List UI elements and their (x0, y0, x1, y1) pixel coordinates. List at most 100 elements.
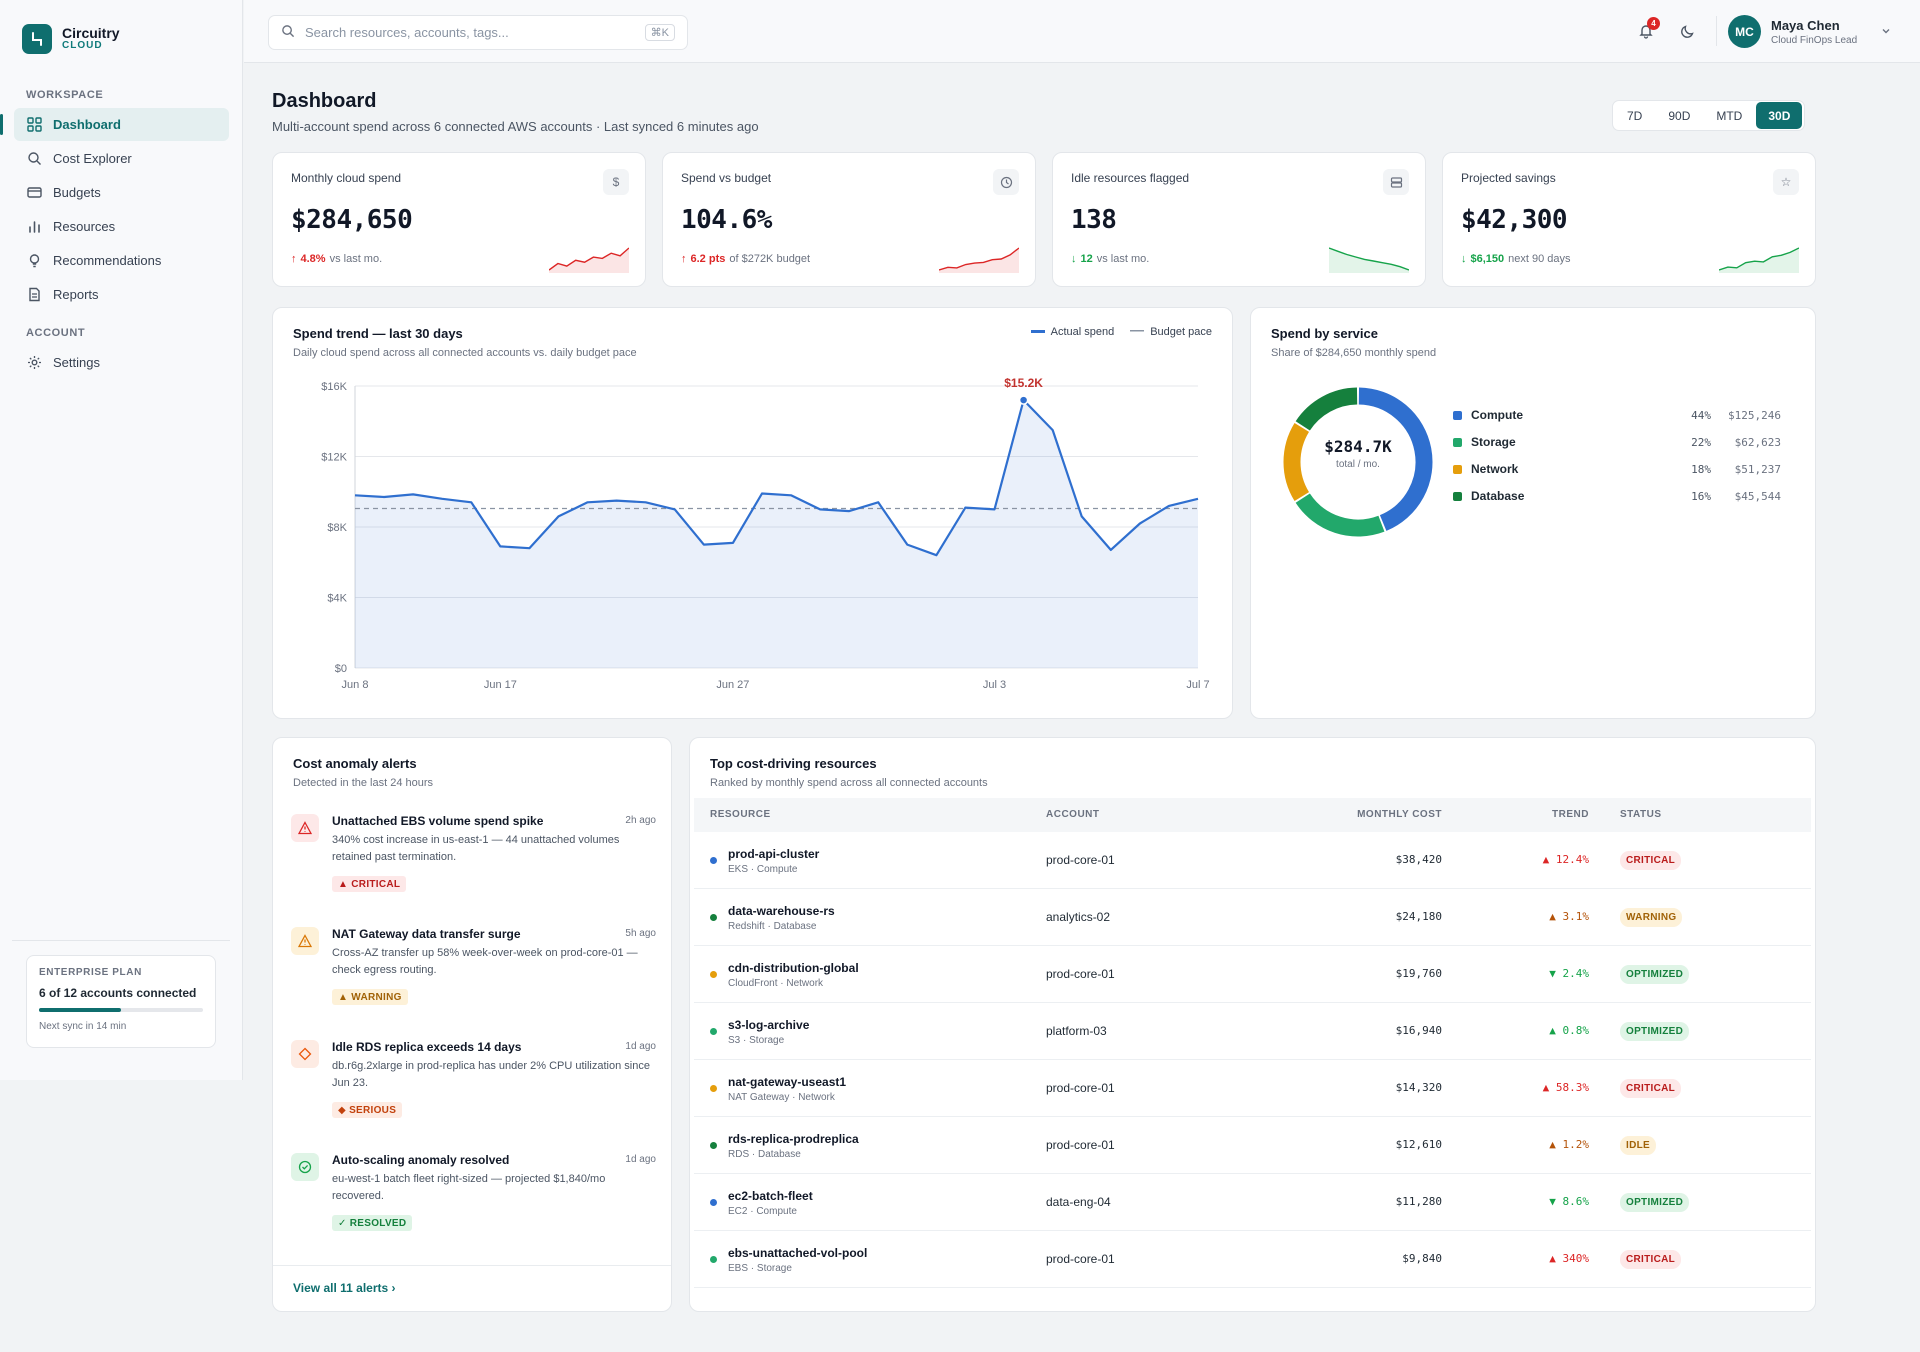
notifications-button[interactable]: 4 (1634, 17, 1660, 44)
table-row[interactable]: ebs-unattached-vol-pool EBS · Storage prod… (694, 1231, 1811, 1288)
alert-tag-warning: ▲ WARNING (332, 989, 408, 1005)
resource-name[interactable]: prod-api-cluster (728, 847, 820, 861)
service-amount: $45,544 (1734, 489, 1781, 503)
alert-item[interactable]: Auto-scaling anomaly resolved 1d ago eu-… (291, 1153, 656, 1253)
table-row[interactable]: prod-api-cluster EKS · Compute prod-core-0… (694, 832, 1811, 889)
resource-account: prod-core-01 (1046, 1252, 1115, 1266)
resource-trend: ▲ 12.4% (1542, 853, 1589, 866)
kpi-card-idle-resources[interactable]: Idle resources flagged 138 ↓ 12 vs last mo… (1052, 152, 1426, 287)
kpi-delta-value: $6,150 (1470, 253, 1505, 265)
sidebar-item-budgets[interactable]: Budgets (14, 176, 229, 209)
resource-dot (710, 914, 717, 921)
resource-name[interactable]: ebs-unattached-vol-pool (728, 1246, 868, 1260)
resource-dot (710, 1256, 717, 1263)
plan-progress-bar (39, 1008, 203, 1012)
alert-body: Cross-AZ transfer up 58% week-over-week … (332, 947, 638, 976)
plan-card[interactable]: ENTERPRISE PLAN 6 of 12 accounts connect… (26, 955, 216, 1048)
server-icon (1383, 169, 1409, 195)
resource-name[interactable]: rds-replica-prodreplica (728, 1132, 859, 1146)
sidebar-item-dashboard[interactable]: Dashboard (0, 108, 229, 141)
resource-type: S3 · Storage (728, 1035, 785, 1046)
peak-label: $15.2K (1004, 376, 1043, 390)
column-header-resource[interactable]: RESOURCE (710, 809, 771, 820)
kpi-sparkline (1329, 247, 1409, 273)
resource-name[interactable]: data-warehouse-rs (728, 904, 835, 918)
sidebar-item-recommendations[interactable]: Recommendations (14, 244, 229, 277)
sidebar-item-resources[interactable]: Resources (14, 210, 229, 243)
status-badge: CRITICAL (1620, 1079, 1682, 1098)
service-donut-chart[interactable] (1273, 377, 1443, 547)
service-amount: $125,246 (1728, 408, 1781, 422)
arrow-up-icon: ↑ (681, 253, 687, 265)
plan-label: ENTERPRISE PLAN (39, 967, 142, 978)
table-row[interactable]: s3-log-archive S3 · Storage platform-03 $16… (694, 1003, 1811, 1060)
spend-by-service-card: Spend by service Share of $284,650 month… (1250, 307, 1816, 719)
alert-body: 340% cost increase in us-east-1 — 44 una… (332, 834, 620, 863)
column-header-status[interactable]: STATUS (1620, 809, 1662, 820)
sidebar-item-settings[interactable]: Settings (14, 346, 229, 379)
kpi-card-projected-savings[interactable]: Projected savings ☆ $42,300 ↓ $6,150 next … (1442, 152, 1816, 287)
column-header-account[interactable]: ACCOUNT (1046, 809, 1100, 820)
x-tick-label: Jul 7 (1186, 679, 1209, 691)
theme-toggle-button[interactable] (1676, 20, 1700, 44)
column-header-trend[interactable]: TREND (1552, 809, 1589, 820)
sidebar-item-reports[interactable]: Reports (14, 278, 229, 311)
table-row[interactable]: rds-replica-prodreplica RDS · Database pro… (694, 1117, 1811, 1174)
alert-item[interactable]: Idle RDS replica exceeds 14 days 1d ago … (291, 1040, 656, 1140)
resource-name[interactable]: cdn-distribution-global (728, 961, 859, 975)
resource-name[interactable]: s3-log-archive (728, 1018, 810, 1032)
legend-swatch (1453, 437, 1462, 447)
chevron-down-icon (1881, 24, 1891, 39)
star-icon: ☆ (1773, 169, 1799, 195)
legend-swatch (1453, 410, 1462, 420)
user-menu[interactable]: MC Maya Chen Cloud FinOps Lead (1728, 15, 1891, 48)
range-tab-7d[interactable]: 7D (1627, 108, 1643, 123)
service-name: Database (1471, 489, 1525, 503)
card-subtitle: Detected in the last 24 hours (293, 777, 434, 789)
kpi-value: $284,650 (291, 205, 413, 235)
view-all-alerts-link[interactable]: View all 11 alerts › (293, 1281, 396, 1295)
service-row-storage[interactable]: Storage 22% $62,623 (1453, 432, 1793, 452)
resource-cost: $24,180 (1395, 910, 1442, 923)
alert-item[interactable]: Unattached EBS volume spend spike 2h ago… (291, 814, 656, 914)
sidebar-item-label: Resources (53, 219, 116, 234)
resource-account: prod-core-01 (1046, 967, 1115, 981)
resource-trend: ▲ 340% (1549, 1252, 1589, 1265)
kpi-card-monthly-spend[interactable]: Monthly cloud spend $ $284,650 ↑ 4.8% vs l… (272, 152, 646, 287)
spend-trend-card: Spend trend — last 30 days Daily cloud s… (272, 307, 1233, 719)
spend-trend-chart[interactable]: $0 $4K $8K $12K $16K Jun 8 Jun 17 Jun 27 Jul 3 Ju… (273, 308, 1234, 720)
brand[interactable]: Circuitry CLOUD (22, 24, 120, 54)
service-row-compute[interactable]: Compute 44% $125,246 (1453, 405, 1793, 425)
search-input[interactable] (305, 25, 635, 40)
resource-type: EBS · Storage (728, 1263, 792, 1274)
sidebar-item-label: Recommendations (53, 253, 162, 268)
arrow-down-icon: ↓ (1071, 253, 1077, 265)
resource-dot (710, 1142, 717, 1149)
topbar-divider (1716, 16, 1717, 46)
kpi-value: 138 (1071, 205, 1117, 235)
chevron-right-icon: › (391, 1281, 396, 1295)
table-row[interactable]: cdn-distribution-global CloudFront · Netw… (694, 946, 1811, 1003)
kpi-delta: ↓ $6,150 next 90 days (1461, 253, 1571, 265)
service-name: Network (1471, 462, 1519, 476)
service-row-database[interactable]: Database 16% $45,544 (1453, 486, 1793, 506)
column-header-cost[interactable]: MONTHLY COST (1357, 809, 1442, 820)
table-row[interactable]: nat-gateway-useast1 NAT Gateway · Network… (694, 1060, 1811, 1117)
kpi-sparkline (1719, 247, 1799, 273)
status-badge: CRITICAL (1620, 1250, 1682, 1269)
table-row[interactable]: data-warehouse-rs Redshift · Database anal… (694, 889, 1811, 946)
service-row-network[interactable]: Network 18% $51,237 (1453, 459, 1793, 479)
chart-legend: Actual spend Budget pace (1030, 326, 1212, 338)
range-tab-30d[interactable]: 30D (1756, 102, 1803, 129)
table-row[interactable]: ec2-batch-fleet EC2 · Compute data-eng-04 $… (694, 1174, 1811, 1231)
donut-slice-network (1283, 422, 1310, 502)
sidebar-item-cost-explorer[interactable]: Cost Explorer (14, 142, 229, 175)
kpi-card-spend-vs-budget[interactable]: Spend vs budget 104.6% ↑ 6.2 pts of $272K … (662, 152, 1036, 287)
range-tab-90d[interactable]: 90D (1668, 108, 1691, 123)
search-box[interactable]: ⌘K (268, 15, 688, 50)
resource-name[interactable]: ec2-batch-fleet (728, 1189, 813, 1203)
resource-name[interactable]: nat-gateway-useast1 (728, 1075, 847, 1089)
alert-item[interactable]: NAT Gateway data transfer surge 5h ago C… (291, 927, 656, 1027)
nav-section-workspace: WORKSPACE (26, 89, 104, 101)
range-tab-mtd[interactable]: MTD (1716, 108, 1743, 123)
